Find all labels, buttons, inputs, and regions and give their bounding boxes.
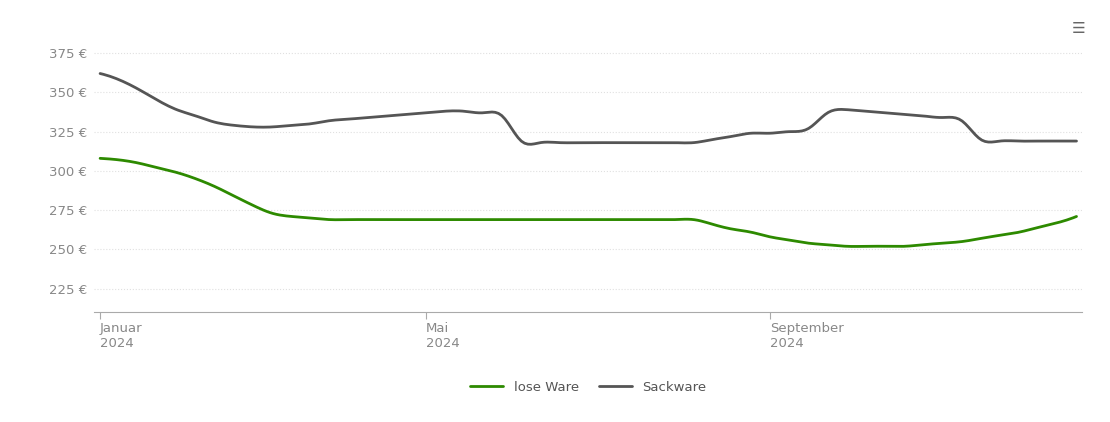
lose Ware	[981, 235, 995, 240]
lose Ware	[675, 217, 688, 222]
Sackware	[525, 142, 538, 147]
Sackware	[1070, 138, 1083, 143]
Sackware	[93, 71, 107, 76]
Sackware	[678, 141, 692, 146]
Legend: lose Ware, Sackware: lose Ware, Sackware	[465, 376, 712, 399]
lose Ware	[692, 218, 705, 223]
Sackware	[981, 140, 995, 145]
lose Ware	[93, 156, 107, 161]
Sackware	[97, 72, 110, 77]
Line: lose Ware: lose Ware	[100, 158, 1077, 246]
Text: ☰: ☰	[1072, 21, 1086, 36]
Sackware	[919, 114, 932, 119]
Line: Sackware: Sackware	[100, 73, 1077, 144]
Sackware	[694, 139, 707, 144]
lose Ware	[848, 244, 861, 249]
Sackware	[675, 140, 688, 145]
lose Ware	[672, 217, 685, 222]
lose Ware	[97, 156, 110, 161]
lose Ware	[1070, 214, 1083, 219]
lose Ware	[919, 242, 932, 247]
